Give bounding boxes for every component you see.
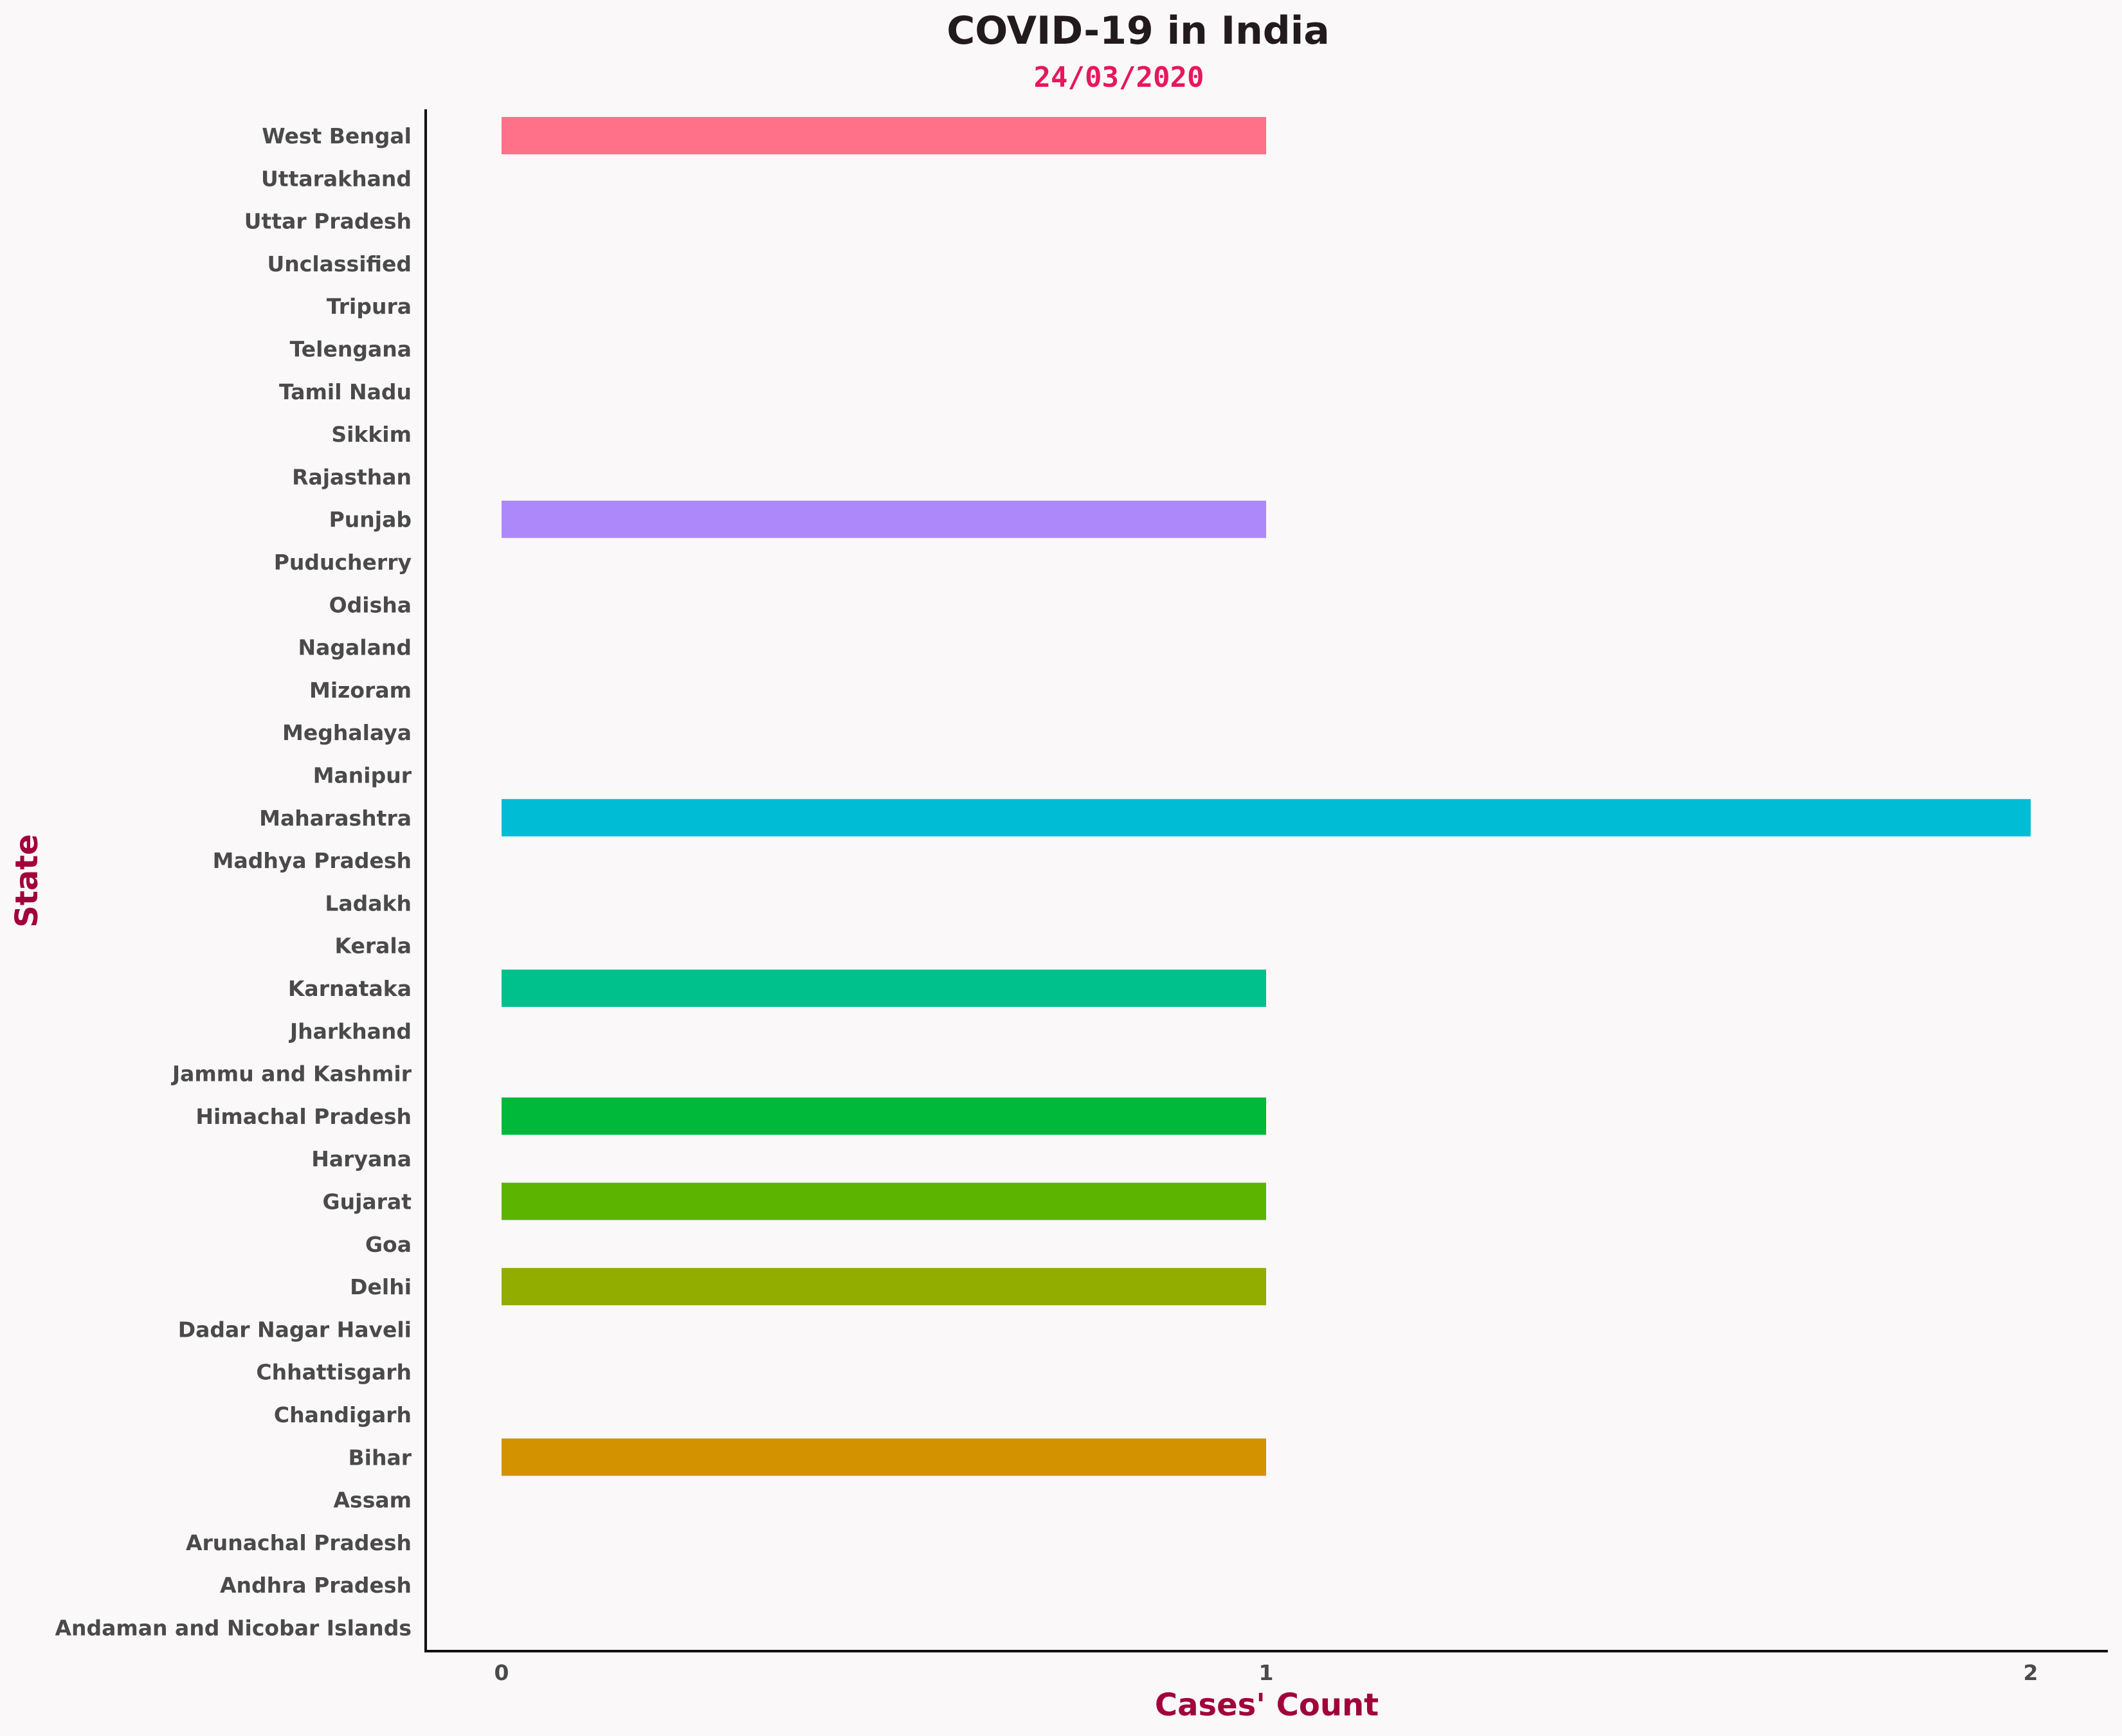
y-tick-label: Dadar Nagar Haveli [178, 1317, 412, 1342]
y-tick-label: Nagaland [298, 635, 412, 660]
y-tick-label: Goa [365, 1232, 412, 1257]
y-tick-label: Rajasthan [292, 464, 412, 489]
bars-group [502, 117, 2031, 1476]
y-tick-label: Bihar [348, 1445, 412, 1470]
chart-subtitle: 24/03/2020 [1034, 61, 1204, 94]
y-tick-label: Madhya Pradesh [213, 848, 412, 873]
y-tick-labels: Andaman and Nicobar Islands Andhra Prades… [55, 123, 412, 1641]
y-tick-label: Telengana [290, 337, 412, 362]
y-tick-label: Haryana [311, 1146, 412, 1171]
y-tick-label: Karnataka [288, 976, 412, 1001]
bar [502, 1182, 1266, 1220]
x-tick-label: 0 [494, 1660, 509, 1685]
y-tick-label: Kerala [335, 934, 412, 959]
x-tick-labels: 0 1 2 [494, 1660, 2038, 1685]
y-tick-label: West Bengal [262, 123, 412, 149]
y-tick-label: Chandigarh [274, 1402, 412, 1427]
y-tick-label: Maharashtra [259, 806, 412, 831]
y-tick-label: Tamil Nadu [279, 379, 412, 404]
bar [502, 1268, 1266, 1306]
y-tick-label: Uttar Pradesh [244, 209, 412, 234]
y-tick-label: Puducherry [274, 550, 412, 575]
y-tick-label: Sikkim [331, 422, 412, 447]
y-tick-label: Andaman and Nicobar Islands [55, 1616, 412, 1641]
x-tick-label: 1 [1259, 1660, 1274, 1685]
bar [502, 799, 2031, 836]
y-tick-label: Ladakh [325, 891, 412, 916]
y-tick-label: Punjab [329, 507, 412, 532]
y-tick-label: Odisha [329, 592, 412, 617]
y-tick-label: Assam [334, 1488, 412, 1513]
chart-title: COVID-19 in India [947, 8, 1330, 53]
x-axis-label: Cases' Count [1155, 1687, 1379, 1723]
y-tick-label: Tripura [327, 294, 412, 319]
bar [502, 1438, 1266, 1476]
y-tick-label: Himachal Pradesh [195, 1104, 412, 1129]
y-tick-label: Arunachal Pradesh [186, 1530, 412, 1555]
bar [502, 970, 1266, 1007]
y-tick-label: Andhra Pradesh [220, 1573, 412, 1598]
x-tick-label: 2 [2024, 1660, 2038, 1685]
y-tick-label: Unclassified [268, 251, 412, 276]
y-tick-label: Delhi [350, 1274, 412, 1299]
y-tick-label: Manipur [313, 763, 412, 788]
y-tick-label: Chhattisgarh [256, 1360, 412, 1385]
bar [502, 500, 1266, 538]
y-tick-label: Jharkhand [289, 1018, 412, 1044]
bar [502, 117, 1266, 154]
y-tick-label: Jammu and Kashmir [171, 1062, 412, 1087]
y-tick-label: Meghalaya [282, 720, 412, 745]
y-tick-label: Mizoram [309, 678, 412, 703]
y-tick-label: Gujarat [323, 1189, 412, 1215]
y-tick-label: Uttarakhand [261, 166, 412, 191]
y-axis-label: State [9, 834, 45, 927]
bar [502, 1097, 1266, 1135]
